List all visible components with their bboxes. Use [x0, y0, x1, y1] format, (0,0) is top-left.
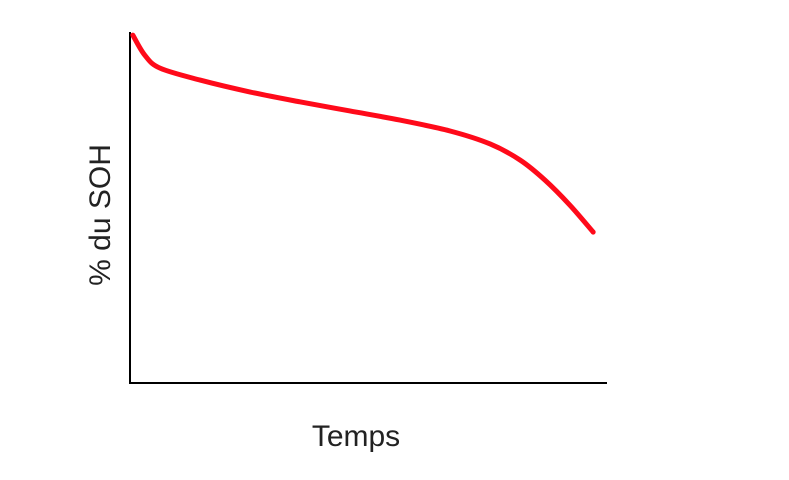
line	[130, 32, 596, 235]
y-axis-label: % du SOH	[84, 144, 117, 286]
x-axis-label: Temps	[312, 420, 400, 453]
